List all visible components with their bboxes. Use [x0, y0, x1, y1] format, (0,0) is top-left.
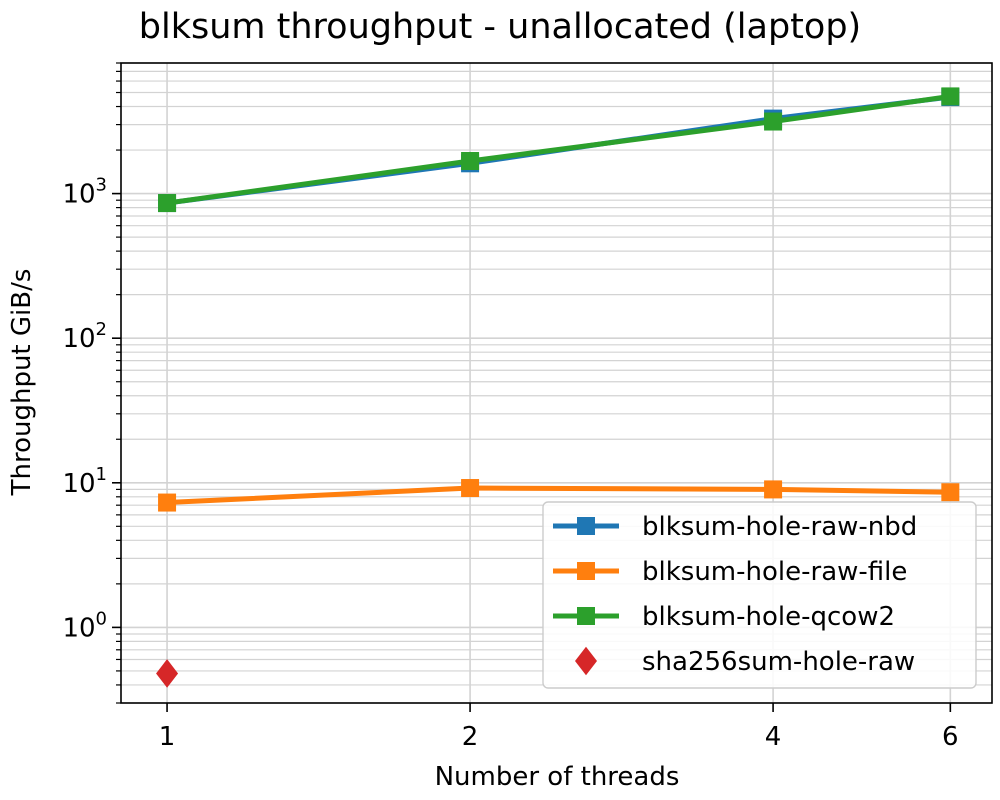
legend-label: blksum-hole-raw-file [642, 557, 907, 587]
legend-item: sha256sum-hole-raw [575, 646, 915, 677]
legend: blksum-hole-raw-nbd blksum-hole-raw-file b… [542, 501, 977, 689]
legend-label: blksum-hole-raw-nbd [642, 512, 917, 542]
series-line [164, 93, 953, 206]
data-point [764, 112, 783, 131]
plot-frame [120, 62, 993, 704]
data-point [764, 480, 783, 499]
series-line [164, 485, 953, 506]
legend-marker [577, 517, 595, 535]
legend-label: sha256sum-hole-raw [642, 647, 915, 677]
data-point [941, 483, 960, 502]
series-sha256sum-hole-raw [156, 659, 179, 688]
y-tick-label: 102 [62, 319, 107, 354]
y-tick-label-exponent: 3 [96, 175, 107, 196]
y-tick-label-base: 10 [62, 180, 95, 210]
legend-box [542, 501, 977, 689]
x-tick-label: 1 [159, 722, 176, 752]
series-blksum-hole-qcow2 [158, 87, 960, 213]
legend-marker [577, 562, 595, 580]
legend-item: blksum-hole-qcow2 [553, 602, 895, 632]
x-tick-label: 6 [942, 722, 959, 752]
y-axis-label: Throughput GiB/s [7, 269, 37, 497]
legend-item: blksum-hole-raw-file [553, 557, 907, 587]
y-tick-label-base: 10 [62, 324, 95, 354]
y-tick-label-exponent: 1 [96, 464, 107, 485]
legend-item: blksum-hole-raw-nbd [553, 512, 917, 542]
data-point [461, 152, 480, 171]
x-tick-label: 2 [462, 722, 479, 752]
legend-marker [577, 607, 595, 625]
y-tick-label-base: 10 [62, 613, 95, 643]
y-tick-label: 101 [62, 464, 107, 499]
y-tick-label-exponent: 2 [96, 319, 107, 340]
y-tick-label-exponent: 0 [96, 608, 107, 629]
series-blksum-hole-raw-file [158, 479, 960, 512]
data-point [156, 659, 179, 688]
data-point [461, 479, 480, 498]
y-tick-label-base: 10 [62, 469, 95, 499]
data-point [941, 87, 960, 106]
y-tick-label: 103 [62, 175, 107, 210]
legend-marker [575, 646, 597, 676]
data-point [158, 493, 177, 512]
plot-series [156, 87, 960, 688]
x-axis-label: Number of threads [435, 762, 680, 792]
legend-label: blksum-hole-qcow2 [642, 602, 895, 632]
chart-title: blksum throughput - unallocated (laptop) [139, 7, 861, 47]
data-point [158, 194, 177, 213]
x-tick-label: 4 [765, 722, 782, 752]
y-tick-label: 100 [62, 608, 107, 643]
